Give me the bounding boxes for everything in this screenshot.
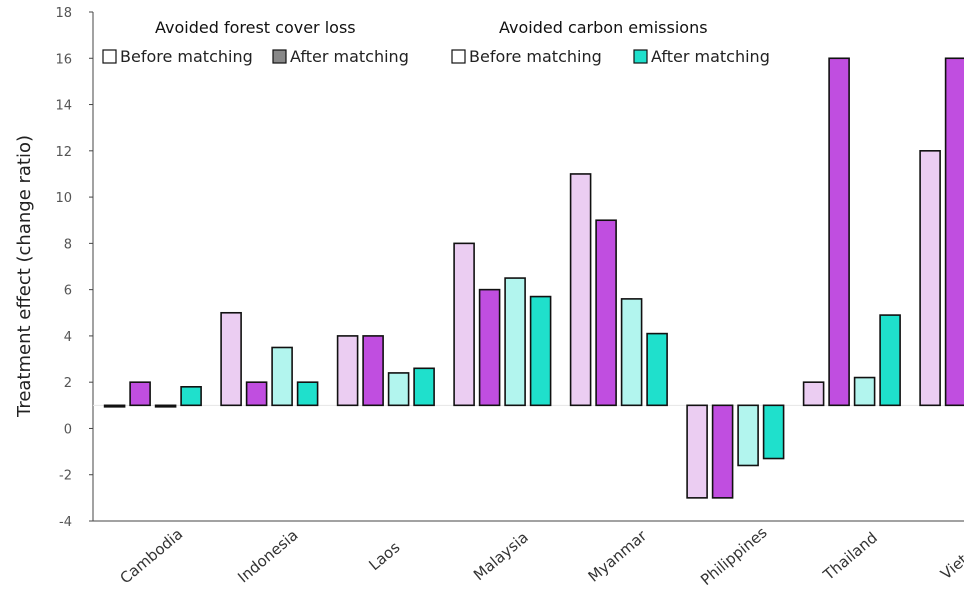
y-tick-label: 6 [64,284,72,299]
category-label-indonesia: Indonesia [234,526,301,586]
legend-label-carbon-after: After matching [651,47,770,66]
bars [103,57,964,499]
bar-laos-series-4 [413,367,435,407]
bar-thailand-series-3 [853,376,876,407]
y-tick-label: -2 [59,469,72,484]
legend-label-forest-before: Before matching [120,47,253,66]
category-label-malaysia: Malaysia [470,528,532,584]
bar-vietnam-series-1 [919,150,941,407]
y-tick-label: 14 [55,99,72,114]
bar-vietnam-series-2 [944,57,964,407]
y-tick-label: 2 [64,376,72,391]
bar-laos-series-1 [336,335,359,407]
bar-laos-series-3 [387,372,410,407]
y-tick-label: 10 [55,191,72,206]
category-label-thailand: Thailand [819,529,881,585]
legend-group-title-carbon: Avoided carbon emissions [499,18,708,37]
legend-label-forest-after: After matching [290,47,409,66]
bar-thailand-series-2 [828,57,850,407]
category-label-laos: Laos [365,538,403,574]
legend-swatch-carbon-before [451,49,466,64]
bar-cambodia-series-2 [129,381,151,407]
legend-swatch-forest-before [102,49,117,64]
y-axis-label: Treatment effect (change ratio) [14,135,35,418]
bar-philippines-series-2 [711,404,734,499]
y-tick-label: 8 [64,237,72,252]
bar-philippines-series-4 [762,404,785,460]
bar-myanmar-series-4 [646,332,668,407]
bar-philippines-series-1 [686,404,708,499]
bar-myanmar-series-2 [595,219,617,407]
y-tick-labels: -4 -2 0 2 4 6 8 10 12 14 16 18 [55,6,93,530]
category-label-myanmar: Myanmar [585,526,651,586]
legend: Avoided forest cover loss Avoided carbon… [102,18,770,66]
bar-malaysia-series-4 [529,295,552,407]
bar-malaysia-series-3 [504,277,526,407]
bar-cambodia-series-1 [103,404,126,408]
y-tick-label: 0 [64,422,72,437]
bar-indonesia-series-3 [271,346,293,407]
bar-indonesia-series-2 [245,381,268,407]
bar-indonesia-series-4 [296,381,319,407]
bar-malaysia-series-1 [453,242,475,407]
bar-thailand-series-1 [802,381,825,407]
bar-malaysia-series-2 [478,288,501,407]
bar-myanmar-series-3 [620,298,643,407]
category-label-vietnam: Vietnam [937,529,964,583]
y-tick-label: -4 [59,515,72,530]
bar-cambodia-series-3 [154,404,177,408]
category-labels: Cambodia Indonesia Laos Malaysia Myanmar Phil… [117,523,964,589]
y-tick-label: 4 [64,330,72,345]
legend-swatch-forest-after [272,49,287,64]
bar-philippines-series-3 [737,404,759,467]
y-tick-label: 16 [55,52,72,67]
y-tick-label: 12 [55,145,72,160]
bar-indonesia-series-1 [220,311,242,407]
category-label-philippines: Philippines [697,523,771,589]
bar-cambodia-series-4 [180,386,202,407]
bar-thailand-series-4 [879,314,901,407]
y-tick-label: 18 [55,6,72,21]
bar-myanmar-series-1 [569,173,592,407]
bar-laos-series-2 [362,335,384,407]
legend-group-title-forest: Avoided forest cover loss [155,18,356,37]
category-label-cambodia: Cambodia [117,525,187,588]
legend-swatch-carbon-after [633,49,648,64]
legend-label-carbon-before: Before matching [469,47,602,66]
